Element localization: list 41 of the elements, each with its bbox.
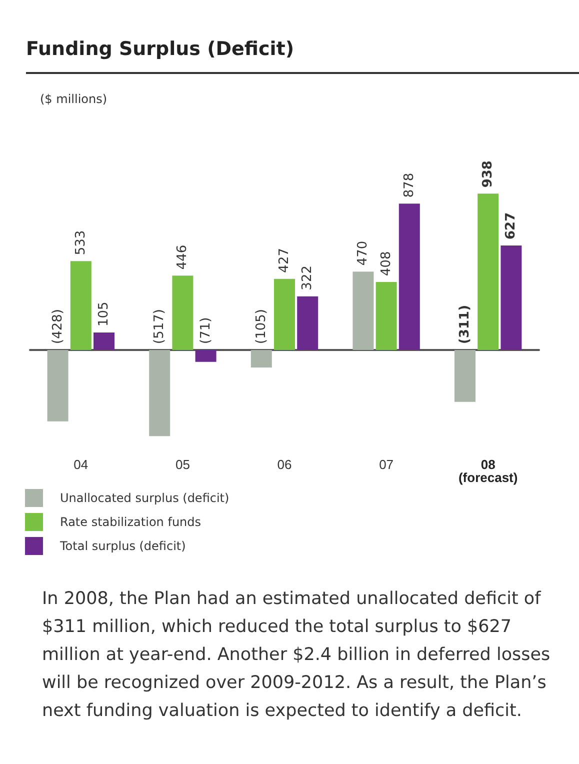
data-label: 533 xyxy=(73,230,88,256)
bar xyxy=(195,350,216,362)
x-tick-label: 08 (forecast) xyxy=(458,457,518,485)
bar xyxy=(352,272,374,350)
data-label: (517) xyxy=(152,309,168,344)
bar xyxy=(94,332,114,350)
data-label: (311) xyxy=(458,304,472,344)
bar xyxy=(500,246,522,350)
text: In 2008, the Plan had an estimated unallocated deficit of $311 million, which reduced the total surplus to $627 million at year-end. Another $2.4 billion in deferred losses will be recognized over 2009-2012. As a result, the Plan’s next funding valuation is expected to identify a deficit. xyxy=(42,588,552,723)
bar xyxy=(172,276,194,350)
bar xyxy=(454,350,476,402)
data-label: 322 xyxy=(300,266,316,290)
bar xyxy=(274,278,295,350)
bar xyxy=(70,261,92,350)
x-tick-label: 06 xyxy=(277,457,292,472)
data-label: 470 xyxy=(356,240,371,266)
bar xyxy=(47,350,68,422)
data-label: (105) xyxy=(254,309,269,344)
data-label: 427 xyxy=(277,248,292,273)
x-tick-label: 04 xyxy=(74,457,88,472)
data-label: 408 xyxy=(378,251,394,276)
bar xyxy=(478,194,499,350)
bar xyxy=(398,204,420,350)
data-label: 446 xyxy=(175,244,190,270)
data-label: 938 xyxy=(480,160,496,188)
chart-title: Funding Surplus (Deficit) xyxy=(26,38,579,74)
data-label: (428) xyxy=(50,309,66,344)
legend-label: Total surplus (deficit) xyxy=(59,539,186,553)
data-label: 878 xyxy=(402,172,417,198)
x-tick-label: 07 xyxy=(379,457,394,472)
bar xyxy=(297,296,318,350)
legend-label: Unallocated surplus (deficit) xyxy=(60,491,230,505)
bar xyxy=(376,282,397,350)
bar xyxy=(250,350,272,368)
data-label: 105 xyxy=(96,302,112,326)
data-label: (71) xyxy=(198,317,214,344)
legend-label: Rate stabilization funds xyxy=(60,515,202,529)
bar xyxy=(149,350,170,436)
text: ($ millions) xyxy=(40,92,108,106)
data-label: 627 xyxy=(504,212,519,240)
x-tick-label: 05 xyxy=(175,457,190,472)
